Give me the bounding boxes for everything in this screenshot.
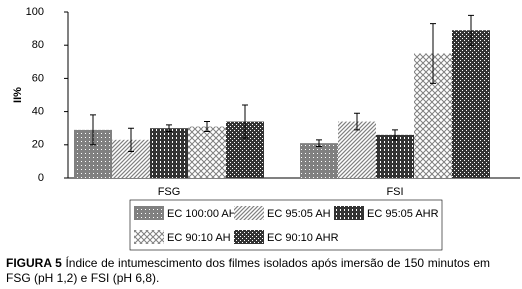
caption-text: Índice de intumescimento dos filmes isol… [6,256,491,285]
bar [376,134,414,178]
error-bar [392,129,398,141]
chart: II% 0 20 40 60 80 100 FSG FSI EC 100:00 AH EC 95:… [12,6,520,251]
legend-swatch [134,206,164,220]
legend-swatch [234,206,264,220]
y-axis-label: II% [12,87,24,103]
error-bar [166,124,172,133]
bar [338,121,376,178]
bar [150,128,188,178]
error-bar [128,127,134,152]
legend-swatch [234,230,264,244]
y-tick-label: 100 [26,6,44,18]
bar [452,30,490,179]
y-tick-label: 20 [32,139,44,151]
legend-swatch [134,230,164,244]
x-tick-label: FSI [386,186,403,198]
error-bar [468,14,474,46]
figure-label: FIGURA 5 [6,256,62,270]
y-tick-label: 80 [32,39,44,51]
y-tick-label: 0 [38,172,44,184]
legend-swatch [334,206,364,220]
legend-label: EC 95:05 AH [267,208,331,220]
bar [300,143,338,178]
error-bar [242,104,248,139]
x-tick-label: FSG [158,186,181,198]
y-tick-label: 40 [32,106,44,118]
legend-label: EC 90:10 AHR [267,232,339,244]
legend-label: EC 95:05 AHR [367,208,439,220]
bar [188,126,226,178]
error-bar [430,23,436,84]
error-bar [204,121,210,133]
legend-label: EC 100:00 AH [167,208,237,220]
error-bar [90,114,96,146]
error-bar [316,139,322,147]
caption: FIGURA 5 Índice de intumescimento dos fi… [6,256,490,286]
legend-label: EC 90:10 AH [167,232,231,244]
legend-box [129,199,443,251]
error-bar [354,112,360,131]
y-tick-label: 60 [32,72,44,84]
